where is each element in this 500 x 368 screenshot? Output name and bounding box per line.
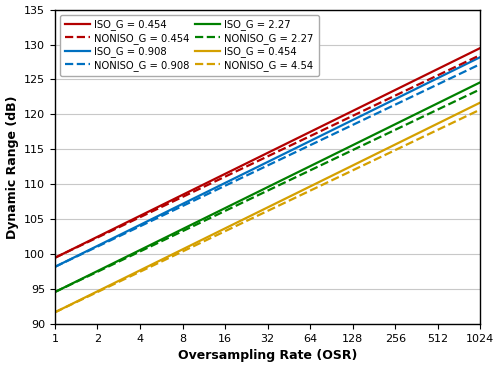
Y-axis label: Dynamic Range (dB): Dynamic Range (dB) [6,95,18,238]
X-axis label: Oversampling Rate (OSR): Oversampling Rate (OSR) [178,350,358,362]
Legend: ISO_G = 0.454, NONISO_G = 0.454, ISO_G = 0.908, NONISO_G = 0.908, ISO_G = 2.27, : ISO_G = 0.454, NONISO_G = 0.454, ISO_G =… [60,15,318,76]
